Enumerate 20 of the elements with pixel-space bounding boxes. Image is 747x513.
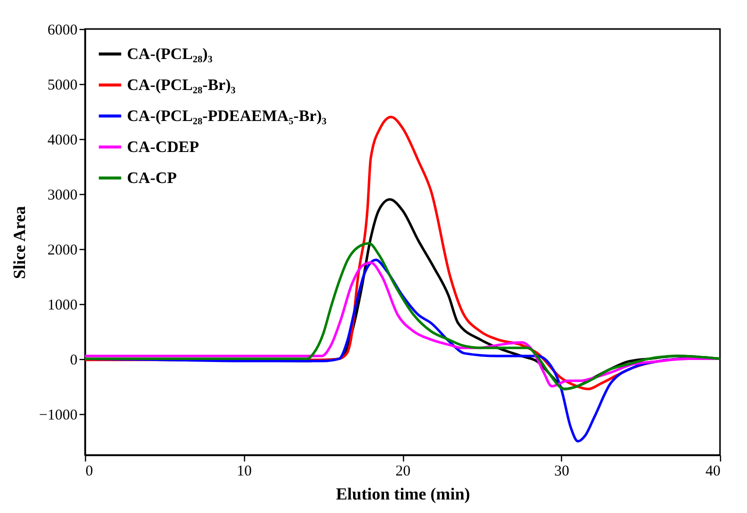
x-tick-label: 20 xyxy=(396,464,410,480)
legend-label: CA-(PCL₂₈)₃ xyxy=(127,46,213,63)
y-tick-label: −1000 xyxy=(39,407,78,424)
legend-label: CA-(PCL₂₈-Br)₃ xyxy=(127,77,236,94)
x-tick-label: 10 xyxy=(236,464,252,480)
y-tick-label: 3000 xyxy=(48,187,78,204)
y-axis-title: Slice Area xyxy=(10,206,30,279)
legend-label: CA-CDEP xyxy=(127,139,200,156)
x-tick-label: 0 xyxy=(86,464,93,480)
legend-label: CA-(PCL₂₈-PDEAEMA₅-Br)₃ xyxy=(127,108,327,125)
y-tick-label: 0 xyxy=(70,352,78,368)
y-tick-label: 6000 xyxy=(48,22,78,38)
y-tick-label: 1000 xyxy=(48,297,78,314)
legend-label: CA-CP xyxy=(127,170,177,187)
y-tick-label: 4000 xyxy=(48,132,78,148)
y-tick-label: 2000 xyxy=(48,242,78,258)
x-tick-label: 30 xyxy=(554,464,570,480)
y-tick-label: 5000 xyxy=(48,77,78,94)
x-axis-title: Elution time (min) xyxy=(336,484,470,504)
x-tick-label: 40 xyxy=(706,464,720,480)
